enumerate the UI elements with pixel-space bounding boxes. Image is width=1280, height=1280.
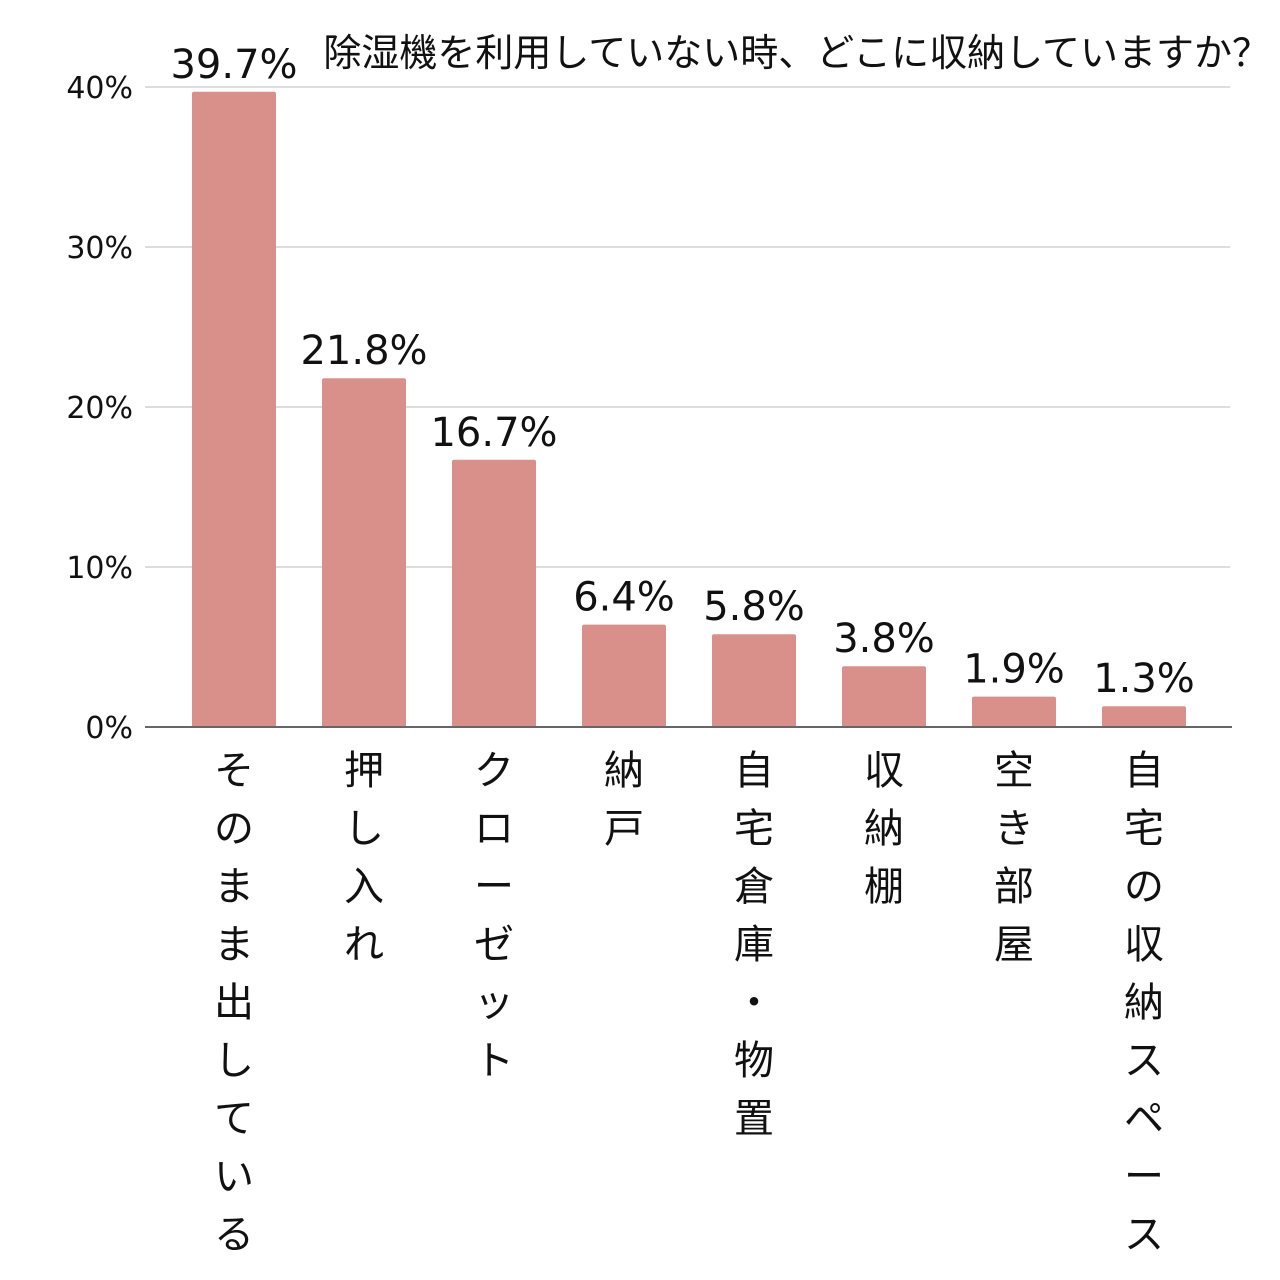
category-label: 空き部屋 <box>994 748 1034 968</box>
chart-title: 除湿機を利用していない時、どこに収納していますか？ <box>323 31 1270 75</box>
bar <box>1102 706 1186 727</box>
data-label: 39.7% <box>170 42 297 88</box>
bar <box>842 666 926 727</box>
bars <box>192 91 1186 728</box>
y-tick-label: 10% <box>66 551 133 586</box>
category-label: 収納棚 <box>864 748 904 910</box>
bar <box>582 624 666 727</box>
data-label: 3.8% <box>833 616 935 662</box>
category-label: 自宅倉庫・物置 <box>734 748 774 1142</box>
category-label: 押し入れ <box>344 748 384 968</box>
y-tick-label: 30% <box>66 231 133 266</box>
bar <box>972 696 1056 727</box>
y-tick-label: 40% <box>66 71 133 106</box>
y-axis-labels: 0% 10% 20% 30% 40% <box>66 71 133 746</box>
category-labels: そのまま出している 押し入れ クローゼット 納戸 自宅倉庫・物置 収納棚 空き部屋 自宅の収納… <box>214 748 1164 1258</box>
y-tick-label: 0% <box>85 711 133 746</box>
data-label: 5.8% <box>703 584 805 630</box>
bar <box>452 459 536 727</box>
bar <box>322 378 406 727</box>
category-label: 自宅の収納スペース <box>1124 748 1164 1258</box>
data-label: 1.9% <box>963 647 1065 693</box>
y-tick-label: 20% <box>66 391 133 426</box>
bar <box>192 91 276 728</box>
data-label: 1.3% <box>1093 656 1195 702</box>
grid-lines <box>145 86 1230 568</box>
category-label: クローゼット <box>474 748 514 1084</box>
data-label: 6.4% <box>573 575 675 621</box>
data-label: 16.7% <box>430 410 557 456</box>
data-label: 21.8% <box>300 328 427 374</box>
bar <box>712 634 796 727</box>
data-labels: 39.7% 21.8%16.7% 6.4% 5.8% 3.8% 1.9% 1.3% <box>170 42 1194 702</box>
category-label: そのまま出している <box>214 748 254 1258</box>
category-label: 納戸 <box>604 748 644 852</box>
